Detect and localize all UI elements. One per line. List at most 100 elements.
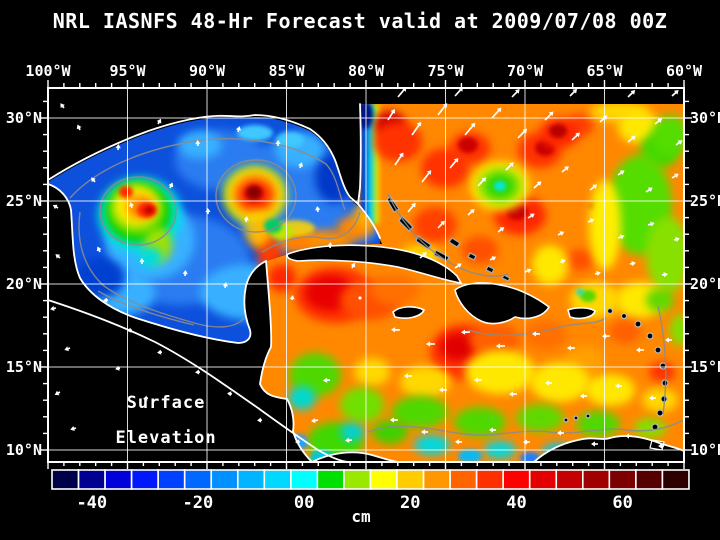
velocity-arrow-icon [439, 387, 448, 393]
colorbar: -40 -20 00 20 40 60 [51, 469, 690, 513]
velocity-arrow-icon [591, 441, 598, 447]
velocity-arrow-icon [464, 122, 476, 136]
island [392, 306, 426, 319]
velocity-arrow-icon [295, 439, 301, 445]
contour-layer [69, 138, 685, 436]
isobath-contour [97, 290, 195, 326]
velocity-arrow-icon [391, 327, 401, 333]
latitude-label-right: 20°N [690, 275, 720, 293]
field-blob [576, 289, 584, 295]
velocity-arrow-icon [327, 242, 333, 249]
velocity-arrow-icon [477, 177, 487, 187]
velocity-arrow-icon [671, 173, 679, 179]
velocity-arrow-icon [76, 124, 82, 131]
latitude-label-right: 15°N [690, 358, 720, 376]
field-blob [237, 125, 273, 141]
velocity-arrow-icon [497, 227, 505, 233]
longitude-label: 100°W [25, 62, 71, 80]
latitude-label-left: 20°N [6, 275, 42, 293]
island [567, 307, 596, 320]
velocity-arrow-icon [55, 254, 61, 259]
field-blob [549, 124, 567, 138]
velocity-arrow-icon [143, 395, 149, 401]
velocity-arrow-icon [571, 132, 581, 141]
longitude-label: 60°W [666, 62, 703, 80]
velocity-arrow-icon [345, 437, 353, 443]
velocity-arrow-icon [654, 118, 663, 125]
velocity-arrow-icon [489, 427, 496, 433]
velocity-arrow-icon [505, 162, 514, 171]
field-blob [576, 411, 620, 437]
coastline [47, 183, 267, 344]
colorbar-cell [343, 469, 372, 490]
velocity-arrow-icon [509, 391, 518, 397]
longitude-label: 75°W [427, 62, 464, 80]
velocity-arrow-icon [625, 433, 632, 439]
field-blob [523, 320, 567, 350]
velocity-arrow-icon [397, 87, 407, 98]
colorbar-cell [422, 469, 451, 490]
velocity-arrow-icon [517, 128, 528, 139]
velocity-arrow-icon [50, 305, 57, 311]
velocity-arrow-icon [205, 208, 211, 215]
coastline [47, 114, 381, 239]
velocity-arrow-icon [60, 103, 65, 109]
field-blob [414, 435, 450, 455]
velocity-arrow-icon [524, 268, 532, 274]
velocity-arrow-icon [127, 327, 133, 333]
velocity-arrow-icon [350, 262, 356, 269]
velocity-arrow-icon [544, 111, 554, 121]
colorbar-cell [183, 469, 213, 490]
velocity-arrow-icon [128, 202, 134, 209]
colorbar-tick-label: 60 [612, 493, 632, 513]
graticule-layer [40, 80, 692, 469]
velocity-arrow-icon [156, 118, 162, 125]
field-blob [609, 320, 641, 344]
longitude-label: 70°W [507, 62, 544, 80]
velocity-arrow-icon [629, 261, 636, 267]
velocity-arrow-icon [567, 345, 575, 351]
field-blob [532, 245, 568, 285]
velocity-arrow-icon [491, 107, 502, 119]
field-blob [249, 188, 259, 196]
velocity-arrow-icon [467, 208, 475, 216]
small-island [358, 296, 362, 300]
field-blob [440, 333, 476, 361]
small-island [563, 417, 569, 423]
small-island [573, 415, 579, 421]
velocity-arrow-icon [157, 349, 163, 355]
field-blob [340, 387, 384, 423]
colorbar-cell [396, 469, 425, 490]
colorbar-cell [449, 469, 478, 490]
velocity-arrow-icon [665, 337, 672, 343]
field-blob [244, 210, 272, 246]
velocity-arrow-icon [168, 182, 174, 189]
velocity-arrow-icon [419, 252, 427, 259]
colorbar-cell [369, 469, 398, 490]
colorbar-cell [157, 469, 186, 490]
latitude-label-right: 10°N [690, 441, 720, 459]
velocity-arrow-icon [421, 429, 428, 435]
velocity-arrow-icon [455, 439, 463, 445]
velocity-arrow-icon [587, 218, 595, 224]
colorbar-cell [635, 469, 664, 490]
colorbar-cell [581, 469, 611, 490]
colorbar-tick-label: 20 [400, 493, 420, 513]
field-blob [178, 131, 222, 159]
velocity-arrow-icon [449, 158, 459, 169]
current-vectors-layer [50, 87, 683, 449]
velocity-arrow-icon [437, 220, 445, 229]
velocity-arrow-icon [461, 329, 471, 335]
velocity-arrow-icon [557, 231, 565, 236]
velocity-arrow-icon [454, 87, 464, 97]
velocity-arrow-icon [617, 234, 625, 240]
small-island [646, 332, 654, 340]
velocity-arrow-icon [661, 272, 668, 278]
velocity-arrow-icon [52, 204, 59, 210]
latitude-label-left: 25°N [6, 192, 42, 210]
isobath-contour [69, 138, 346, 211]
velocity-arrow-icon [589, 184, 598, 191]
velocity-arrow-icon [636, 347, 644, 353]
